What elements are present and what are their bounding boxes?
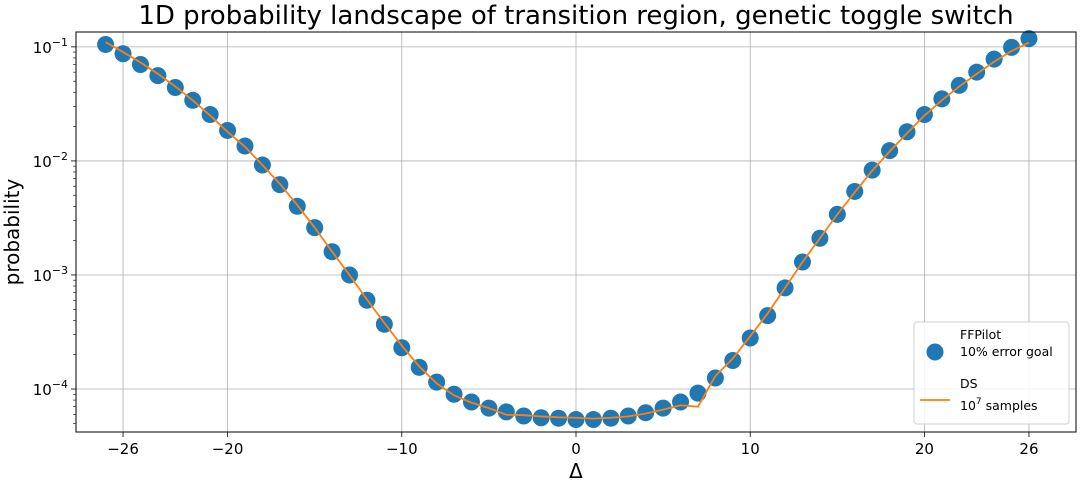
- data-point: [1003, 38, 1021, 56]
- y-tick-label: 10−2: [33, 150, 68, 171]
- data-point: [898, 123, 916, 141]
- x-axis-title: Δ: [569, 459, 583, 483]
- x-tick-label: 0: [571, 440, 581, 458]
- data-point: [584, 411, 602, 429]
- x-tick-label: 20: [915, 440, 934, 458]
- x-tick-label: 10: [741, 440, 760, 458]
- grid-lines: [76, 32, 1076, 432]
- data-point: [567, 411, 585, 429]
- legend-ffpilot-detail: 10% error goal: [960, 344, 1053, 359]
- data-point: [497, 403, 515, 421]
- legend-ffpilot-marker: [926, 343, 944, 361]
- plot-series: [97, 30, 1038, 429]
- y-tick-label: 10−4: [33, 378, 68, 399]
- y-tick-label: 10−3: [33, 264, 68, 285]
- data-point: [706, 369, 724, 387]
- data-point: [97, 35, 115, 53]
- data-point: [532, 409, 550, 427]
- legend-box: [913, 321, 1070, 425]
- x-tick-label: −20: [212, 440, 244, 458]
- data-point: [689, 384, 707, 402]
- legend-ffpilot-label: FFPilot: [960, 327, 1001, 342]
- data-point: [1020, 30, 1038, 48]
- data-point: [654, 399, 672, 417]
- data-point: [445, 385, 463, 403]
- y-tick-label: 10−1: [33, 36, 68, 57]
- x-tick-label: −26: [107, 440, 139, 458]
- x-tick-label: −10: [386, 440, 418, 458]
- data-point: [672, 393, 690, 411]
- chart-title: 1D probability landscape of transition r…: [138, 1, 1013, 31]
- x-tick-label: 26: [1019, 440, 1038, 458]
- data-point: [724, 351, 742, 369]
- legend-ds-detail: 107 samples: [960, 397, 1038, 413]
- data-point: [985, 50, 1003, 68]
- axis-ticks: −26 −20 −10 0 10 20 26 10−4 10−3 10−2 10−1: [33, 36, 1039, 458]
- series-ds-line: [105, 41, 1030, 420]
- series-ffpilot-markers: [97, 30, 1038, 429]
- y-axis-title: probability: [0, 178, 24, 285]
- legend: FFPilot 10% error goal DS 107 samples: [913, 321, 1070, 425]
- legend-ds-label: DS: [960, 376, 978, 391]
